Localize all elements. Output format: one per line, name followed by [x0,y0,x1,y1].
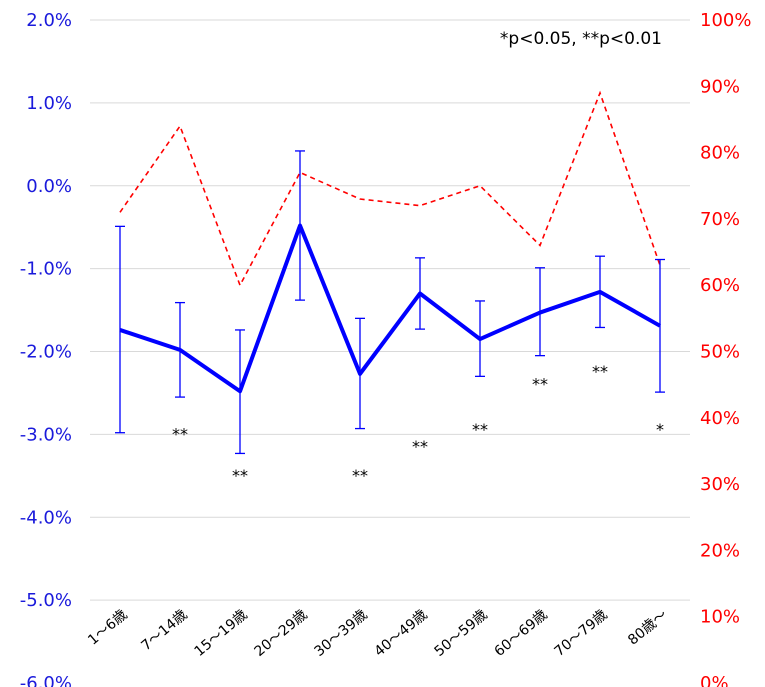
category-label: 7〜14歳 [138,607,190,654]
category-label: 60〜69歳 [492,607,551,660]
significance-mark: ** [412,437,428,456]
significance-mark: ** [592,362,608,381]
significance-marks: **** *********** [172,362,664,485]
right-tick-label: 30% [700,474,740,495]
right-tick-label: 10% [700,607,740,628]
significance-note: *p<0.05, **p<0.01 [500,29,662,49]
left-tick-label: 2.0% [26,10,72,31]
right-tick-label: 100% [700,10,751,31]
left-tick-label: -3.0% [20,424,72,445]
gridlines [90,19,690,601]
left-tick-label: -6.0% [20,673,72,687]
right-tick-label: 20% [700,540,740,561]
significance-mark: ** [172,424,188,443]
significance-mark: * [656,420,664,439]
left-tick-label: -4.0% [20,507,72,528]
red-dashed-series [119,90,661,288]
blue-series-line [119,223,661,394]
category-label: 1〜6歳 [85,607,130,649]
left-tick-label: -5.0% [20,590,72,611]
category-label: 15〜19歳 [192,607,251,660]
category-label: 50〜59歳 [432,607,491,660]
left-tick-label: -1.0% [20,259,72,280]
right-tick-label: 80% [700,143,740,164]
right-tick-label: 50% [700,342,740,363]
significance-mark: ** [532,375,548,394]
left-tick-label: 0.0% [26,176,72,197]
category-label: 20〜29歳 [252,607,311,660]
right-tick-label: 40% [700,408,740,429]
category-label: 40〜49歳 [372,607,431,660]
left-tick-label: -2.0% [20,342,72,363]
right-tick-label: 0% [700,673,729,687]
blue-solid-series [119,223,661,394]
significance-mark: ** [352,466,368,485]
category-label: 30〜39歳 [312,607,371,660]
right-tick-label: 70% [700,209,740,230]
right-tick-label: 90% [700,76,740,97]
category-labels: 1〜6歳 7〜14歳 15〜19歳 20〜29歳 30〜39歳 40〜49歳 50〜59歳 6… [85,607,670,660]
significance-mark: ** [472,420,488,439]
left-axis-ticks: 2.0% 1.0% 0.0% -1.0% -2.0% -3.0% -4.0% -5.0% -6.… [20,10,72,687]
left-tick-label: 1.0% [26,93,72,114]
red-series-line [119,90,661,288]
category-label: 80歳〜 [625,607,670,649]
category-label: 70〜79歳 [552,607,611,660]
right-tick-label: 60% [700,275,740,296]
error-bars [115,150,665,455]
right-axis-ticks: 100% 90% 80% 70% 60% 50% 40% 30% 20% 10% 0% [700,10,751,687]
significance-mark: ** [232,466,248,485]
